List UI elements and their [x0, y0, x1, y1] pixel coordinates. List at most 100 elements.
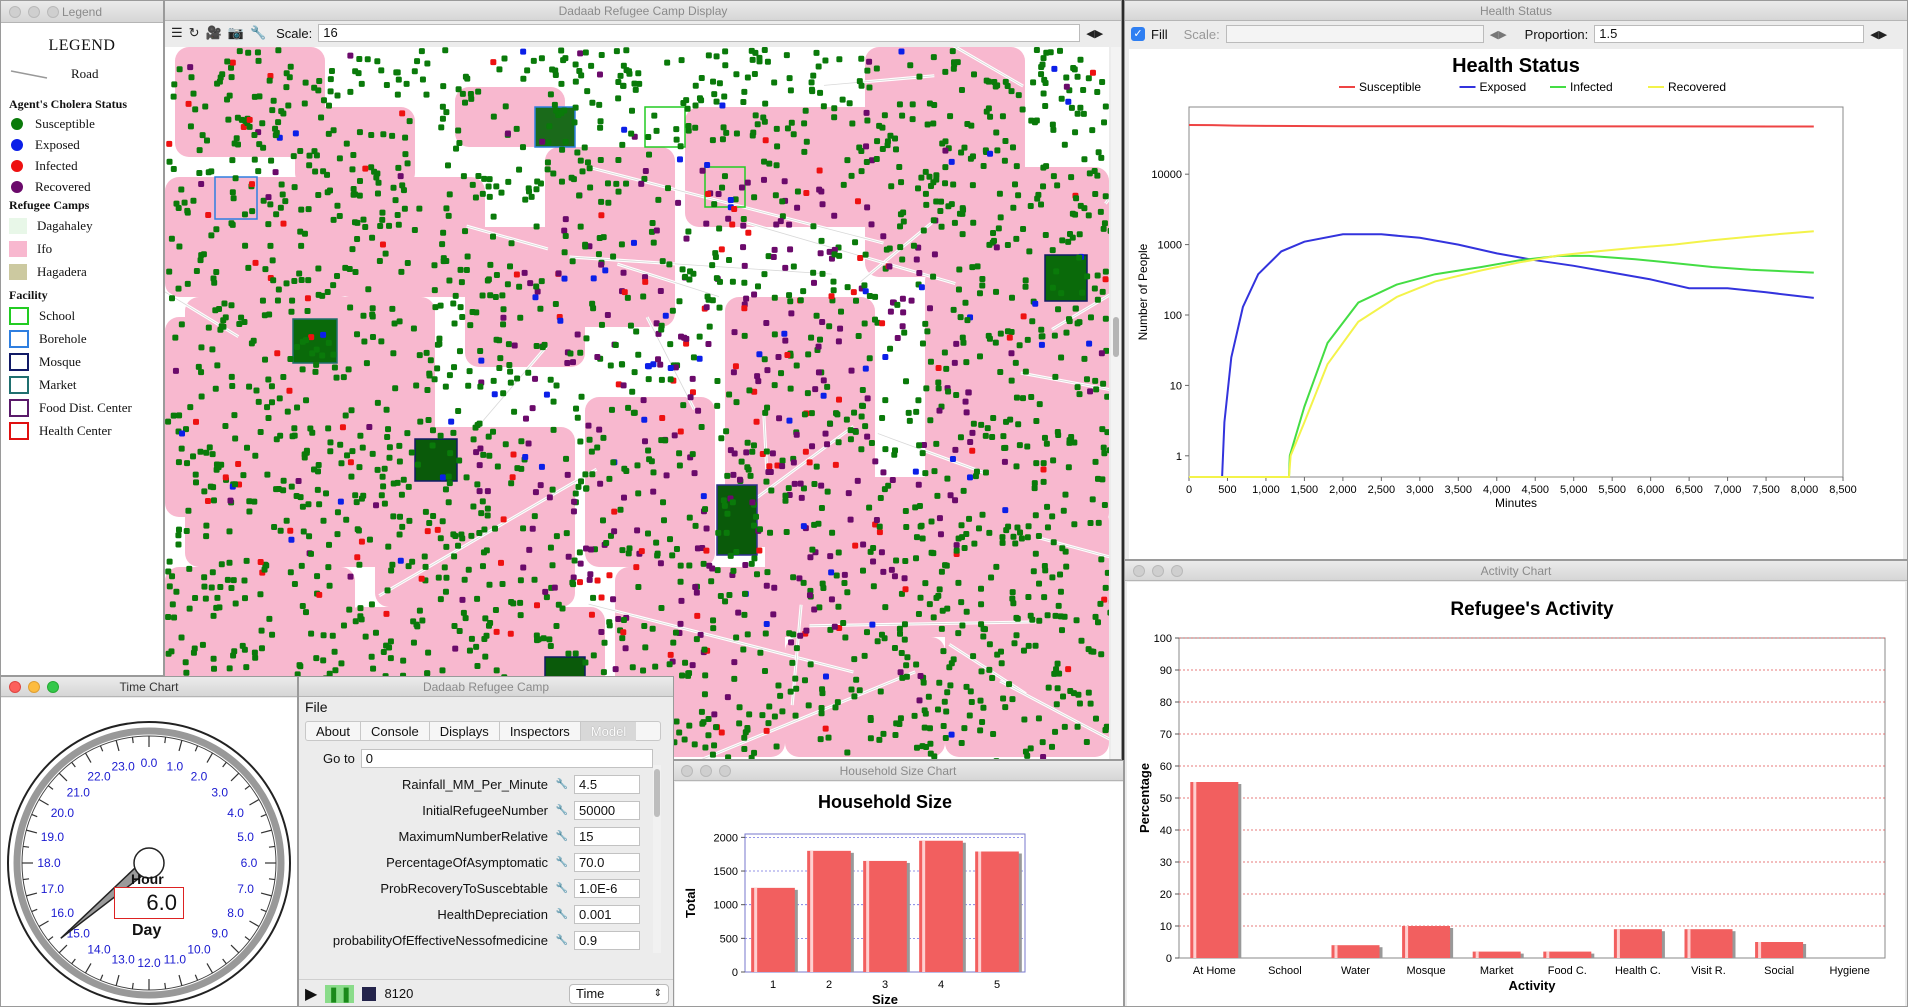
agent-dot — [775, 353, 782, 360]
time-zoom-button[interactable] — [47, 681, 59, 693]
fill-checkbox[interactable]: ✓ — [1131, 27, 1145, 41]
time-close-button[interactable] — [9, 681, 21, 693]
agent-dot — [438, 124, 445, 131]
household-minimize-button[interactable] — [700, 765, 712, 777]
refresh-icon[interactable]: ↻ — [188, 25, 200, 40]
household-close-button[interactable] — [681, 765, 693, 777]
health-scale-input[interactable] — [1225, 25, 1484, 43]
wrench-icon[interactable]: 🔧 — [555, 778, 569, 790]
map-scrollbar[interactable] — [1111, 47, 1121, 759]
agent-dot — [500, 321, 507, 328]
agent-dot — [767, 529, 774, 536]
agent-dot — [678, 597, 685, 604]
health-scale-stepper-icon[interactable]: ◀▶ — [1489, 28, 1507, 41]
bar — [975, 851, 1019, 972]
tab-inspectors[interactable]: Inspectors — [500, 721, 581, 741]
tab-displays[interactable]: Displays — [430, 721, 500, 741]
legend-titlebar[interactable]: Legend — [1, 1, 163, 23]
agent-dot — [645, 376, 652, 383]
snapshot-camera-icon[interactable]: 📷 — [227, 25, 244, 40]
agent-dot — [892, 135, 899, 142]
agent-dot — [805, 351, 812, 358]
parameter-input[interactable]: 4.5 — [574, 774, 640, 794]
agent-dot — [771, 331, 778, 338]
agent-dot — [615, 79, 622, 86]
agent-dot — [352, 492, 359, 499]
agent-dot — [306, 152, 313, 159]
agent-dot — [621, 465, 628, 472]
time-titlebar[interactable]: Time Chart — [1, 677, 297, 697]
health-titlebar[interactable]: Health Status — [1125, 1, 1907, 21]
wrench-icon[interactable]: 🔧 — [555, 856, 569, 868]
agent-dot — [689, 375, 696, 382]
agent-dot — [683, 335, 690, 342]
wrench-icon[interactable]: 🔧 — [555, 934, 569, 946]
wrench-icon[interactable]: 🔧 — [249, 25, 267, 40]
proportion-stepper-icon[interactable]: ◀▶ — [1870, 28, 1888, 41]
parameter-input[interactable]: 0.001 — [574, 904, 640, 924]
fill-label: Fill — [1151, 26, 1168, 42]
agent-dot — [553, 622, 560, 629]
household-titlebar[interactable]: Household Size Chart — [673, 761, 1123, 781]
agent-dot — [489, 233, 496, 240]
wrench-icon[interactable]: 🔧 — [555, 882, 569, 894]
dial-tick — [244, 785, 251, 790]
road — [378, 468, 597, 597]
wrench-icon[interactable]: 🔧 — [555, 908, 569, 920]
console-scrollbar[interactable] — [653, 765, 661, 953]
movie-camera-icon[interactable]: 🎥 — [205, 25, 222, 40]
wrench-icon[interactable]: 🔧 — [555, 804, 569, 816]
tab-about[interactable]: About — [306, 721, 361, 741]
agent-dot — [576, 68, 583, 75]
activity-zoom-button[interactable] — [1171, 565, 1183, 577]
agent-dot — [246, 508, 253, 515]
agent-dot — [190, 649, 197, 656]
agent-dot — [372, 629, 379, 636]
close-button[interactable] — [9, 6, 21, 18]
parameter-input[interactable]: 70.0 — [574, 852, 640, 872]
agent-dot — [1040, 183, 1047, 190]
agent-dot — [1058, 354, 1065, 361]
tab-model[interactable]: Model — [580, 721, 637, 741]
agent-dot — [916, 503, 923, 510]
map-titlebar[interactable]: Dadaab Refugee Camp Display — [165, 1, 1121, 21]
agent-dot — [230, 195, 237, 202]
activity-titlebar[interactable]: Activity Chart — [1125, 561, 1907, 581]
agent-dot — [413, 382, 420, 389]
parameter-input[interactable]: 50000 — [574, 800, 640, 820]
layers-icon[interactable]: ☰ — [171, 25, 183, 40]
agent-dot — [315, 87, 322, 94]
play-icon[interactable]: ▶ — [305, 985, 318, 1003]
parameter-input[interactable]: 15 — [574, 826, 640, 846]
activity-close-button[interactable] — [1133, 565, 1145, 577]
parameter-input[interactable]: 0.9 — [574, 930, 640, 950]
stop-icon[interactable] — [362, 986, 377, 1001]
agent-dot — [818, 710, 825, 717]
agent-dot — [824, 383, 831, 390]
camp-map[interactable] — [165, 47, 1109, 759]
pause-icon[interactable]: ❚❚ — [325, 984, 355, 1003]
household-zoom-button[interactable] — [719, 765, 731, 777]
console-titlebar[interactable]: Dadaab Refugee Camp — [299, 677, 673, 697]
scale-stepper-icon[interactable]: ◀▶ — [1086, 27, 1104, 40]
time-minimize-button[interactable] — [28, 681, 40, 693]
scale-input[interactable]: 16 — [318, 24, 1081, 42]
agent-dot — [963, 683, 970, 690]
tab-console[interactable]: Console — [361, 721, 430, 741]
activity-minimize-button[interactable] — [1152, 565, 1164, 577]
wrench-icon[interactable]: 🔧 — [555, 830, 569, 842]
legend-camp-label: Dagahaley — [37, 217, 93, 233]
file-menu[interactable]: File — [299, 697, 673, 717]
goto-input[interactable]: 0 — [360, 748, 653, 768]
minimize-button[interactable] — [28, 6, 40, 18]
proportion-input[interactable]: 1.5 — [1594, 25, 1865, 43]
time-select[interactable]: Time ⇕ — [569, 983, 669, 1004]
agent-dot — [1002, 704, 1009, 711]
agent-dot — [858, 413, 865, 420]
agent-dot — [184, 460, 191, 467]
agent-dot — [922, 320, 929, 327]
agent-dot — [877, 495, 884, 502]
zoom-button[interactable] — [47, 6, 59, 18]
parameter-input[interactable]: 1.0E-6 — [574, 878, 640, 898]
agent-dot — [750, 522, 757, 529]
